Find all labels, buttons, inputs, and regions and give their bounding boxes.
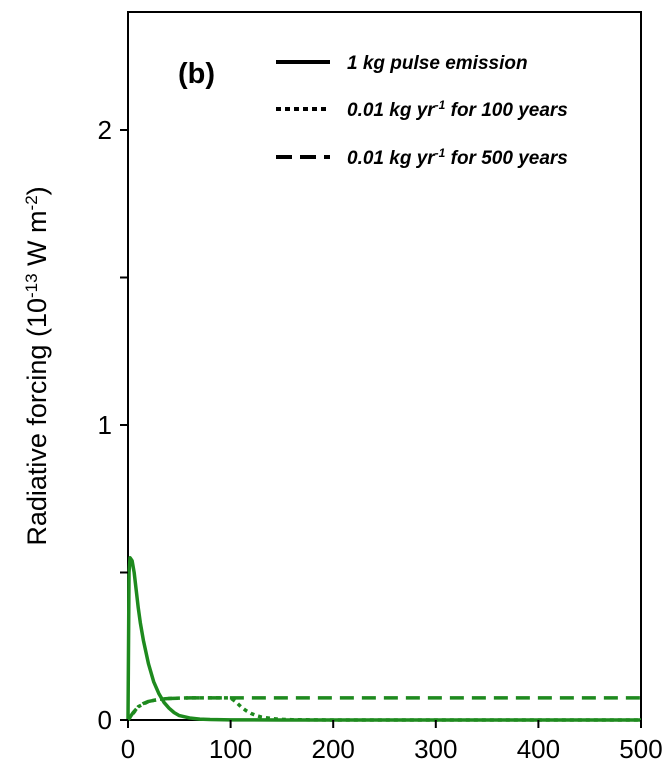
y-tick-label: 1 xyxy=(98,410,112,440)
series-line-dotted xyxy=(126,696,641,722)
y-tick-label: 0 xyxy=(98,705,112,735)
series-layer xyxy=(126,556,641,722)
x-tick-label: 500 xyxy=(619,734,662,764)
series-line-solid xyxy=(126,556,641,722)
x-tick-label: 100 xyxy=(209,734,252,764)
x-tick-label: 0 xyxy=(121,734,135,764)
plot-area xyxy=(126,11,642,722)
legend-label: 0.01 kg yr-1 for 100 years xyxy=(347,98,568,121)
series-line-dashed xyxy=(126,696,641,721)
y-tick-label: 2 xyxy=(98,115,112,145)
y-axis-ticks: 0 1 2 xyxy=(98,115,128,735)
y-axis-label: Radiative forcing (10-13 W m-2) xyxy=(22,186,53,545)
legend: 1 kg pulse emission 0.01 kg yr-1 for 100 … xyxy=(276,53,568,169)
x-tick-label: 300 xyxy=(414,734,457,764)
x-tick-label: 200 xyxy=(312,734,355,764)
x-tick-label: 400 xyxy=(517,734,560,764)
legend-label: 1 kg pulse emission xyxy=(347,53,528,74)
x-axis-ticks: 0 100 200 300 400 500 xyxy=(121,720,663,764)
legend-label: 0.01 kg yr-1 for 500 years xyxy=(347,146,568,169)
panel-label: (b) xyxy=(178,58,215,90)
